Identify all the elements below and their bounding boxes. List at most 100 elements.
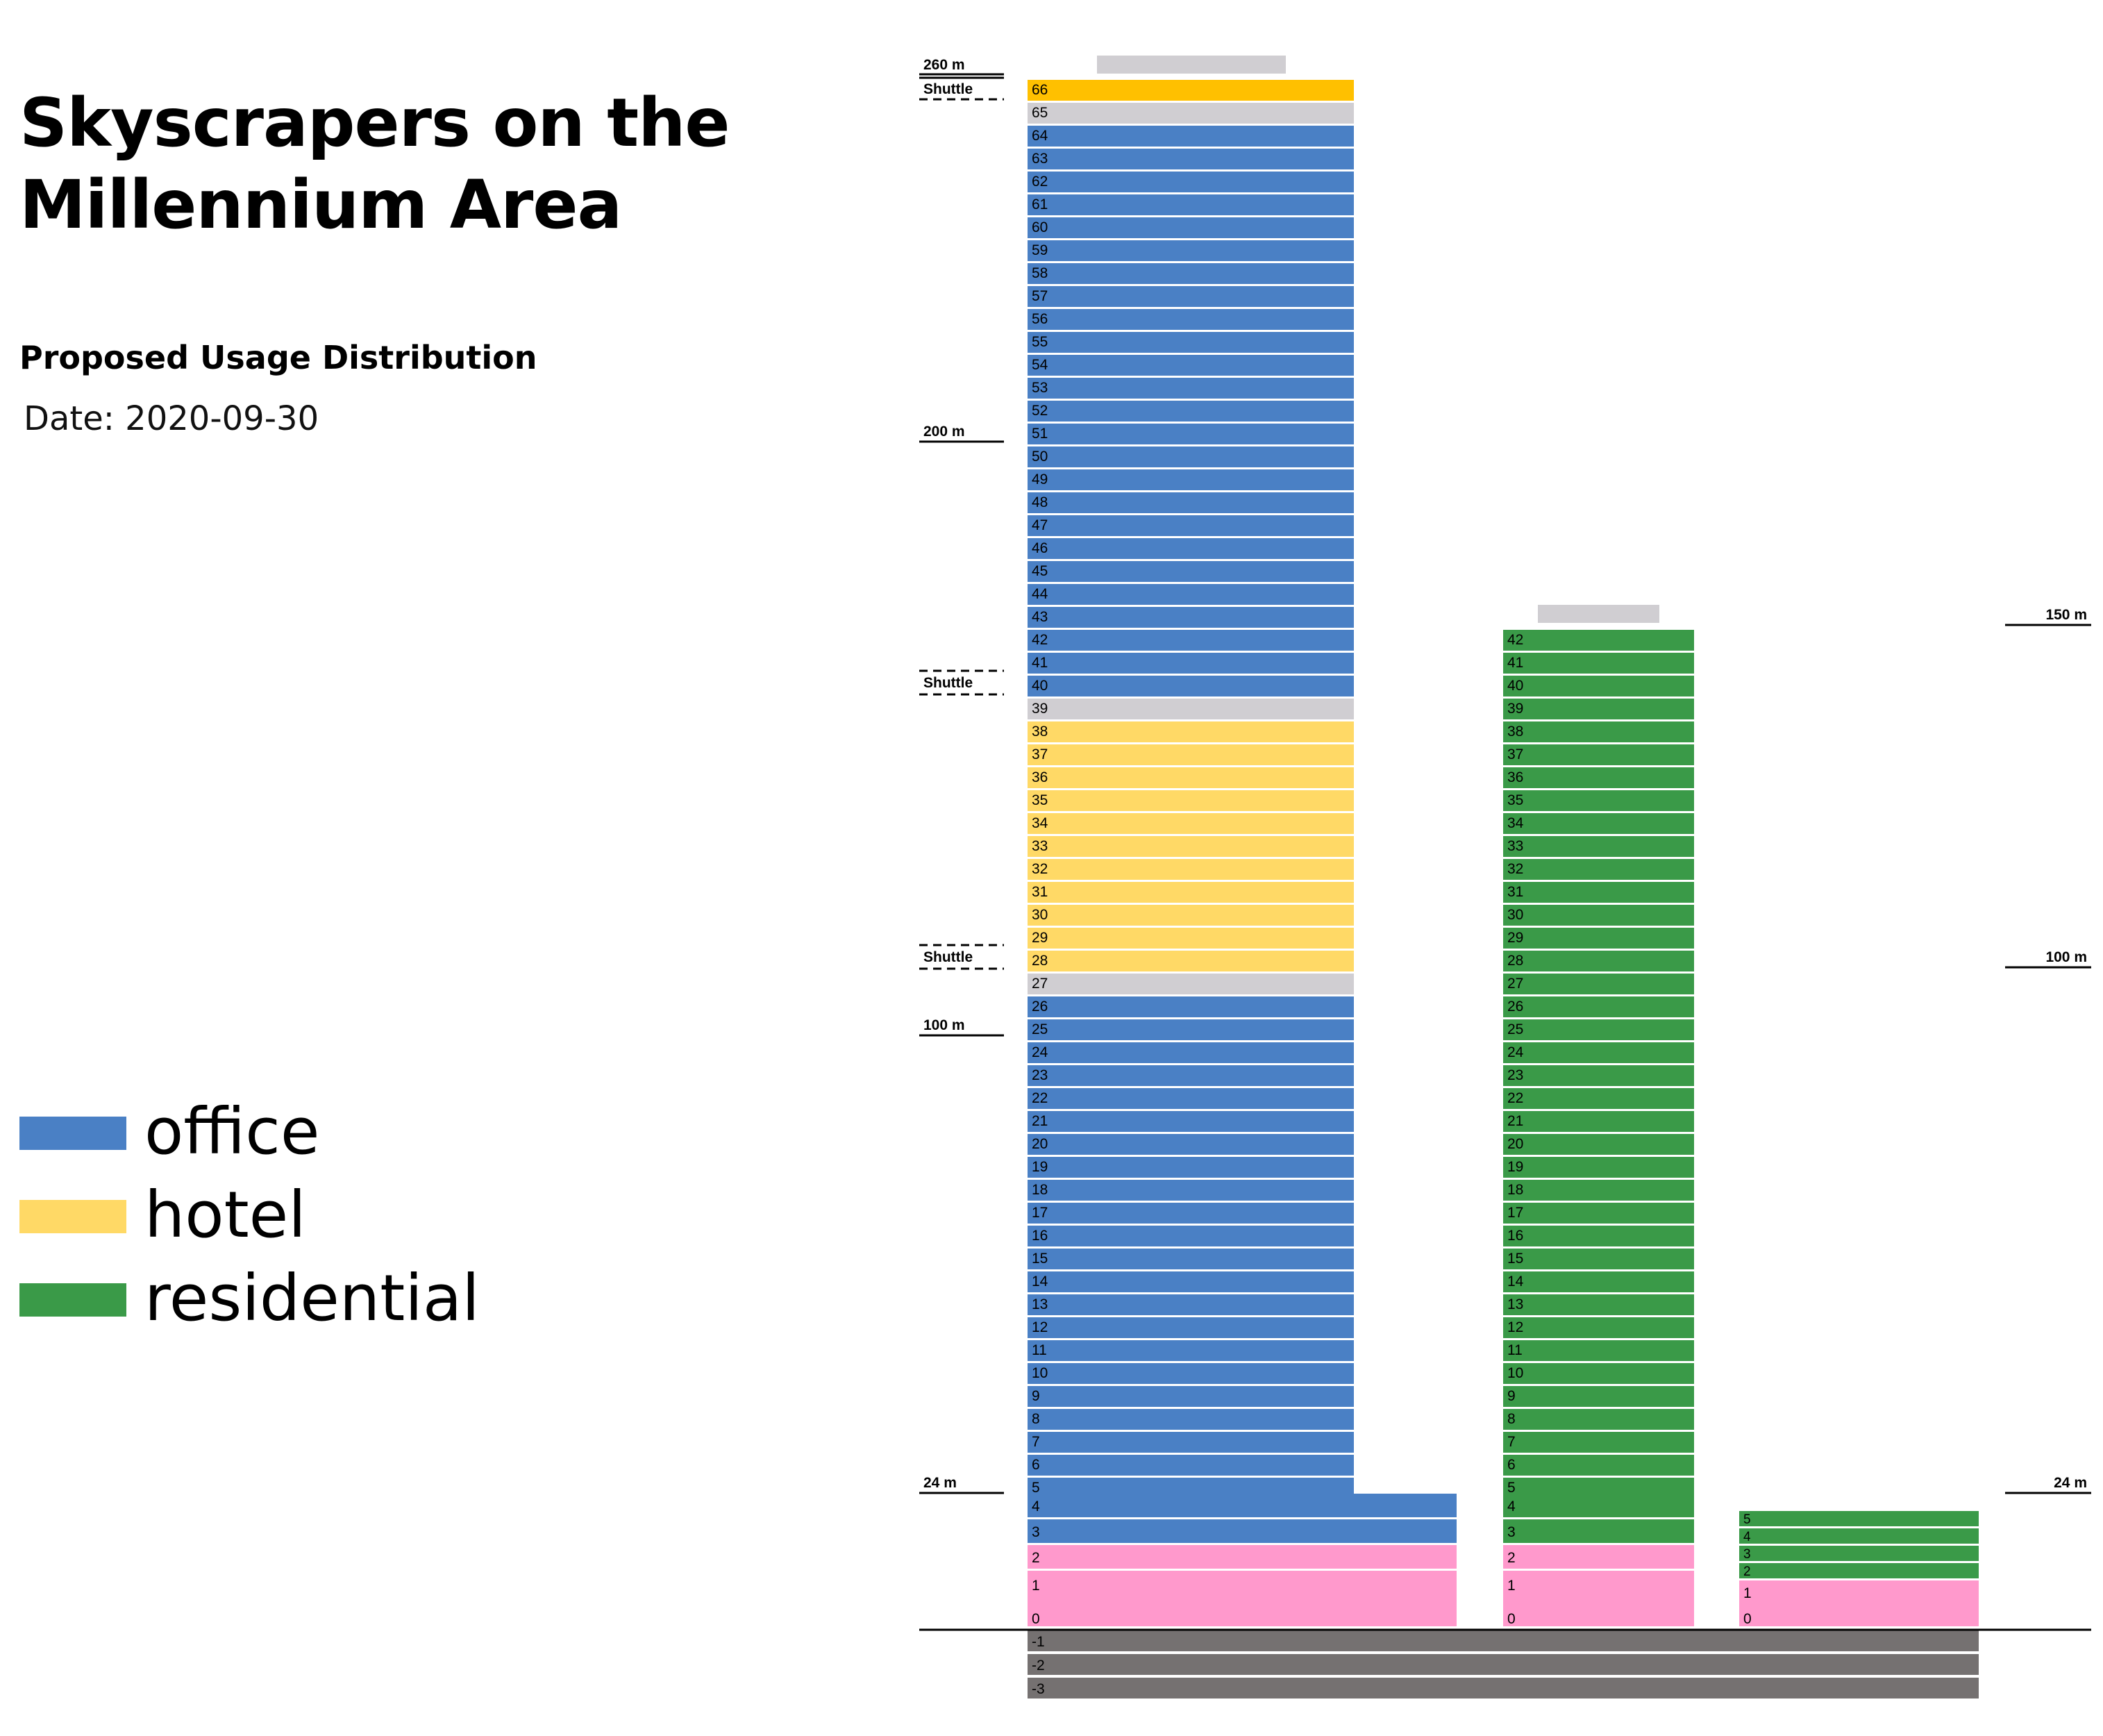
floor-label-t1-2: 2: [1032, 1550, 1040, 1566]
floor-label-t1-19: 19: [1032, 1159, 1048, 1175]
floor-label-t2-0: 0: [1507, 1611, 1516, 1627]
floor-label-t2-22: 22: [1507, 1090, 1523, 1106]
floor-label-t1-26: 26: [1032, 999, 1048, 1015]
floor-t2-38: [1503, 721, 1694, 742]
floor-label-t1-54: 54: [1032, 357, 1048, 373]
floor-t3-4: [1739, 1528, 1979, 1544]
floor-t1-20: [1028, 1134, 1354, 1155]
floor-label-t2-12: 12: [1507, 1319, 1523, 1335]
floor-t2-40: [1503, 676, 1694, 696]
floor-t1-49: [1028, 469, 1354, 490]
floor-label-t1-1: 1: [1032, 1578, 1040, 1594]
floor-label-t1-25: 25: [1032, 1021, 1048, 1037]
floor-label-t1-49: 49: [1032, 471, 1048, 487]
floor-label-t1-41: 41: [1032, 655, 1048, 671]
floor-label-t1-7: 7: [1032, 1434, 1040, 1450]
floor-label-t2-19: 19: [1507, 1159, 1523, 1175]
floor-label-t2-7: 7: [1507, 1434, 1516, 1450]
basement-floor--3: [1028, 1678, 1979, 1699]
floor-label-t1-14: 14: [1032, 1274, 1048, 1290]
floor-t3-5: [1739, 1511, 1979, 1526]
floor-label-t1-45: 45: [1032, 563, 1048, 579]
floor-label-t2-30: 30: [1507, 907, 1523, 923]
floor-label-t1-9: 9: [1032, 1388, 1040, 1404]
height-marker-right-1-label: 150 m: [2045, 607, 2087, 623]
floor-t1-12: [1028, 1317, 1354, 1338]
floor-label-t2-2: 2: [1507, 1550, 1516, 1566]
floor-t1-66: [1028, 80, 1354, 101]
floor-label-t3-4: 4: [1743, 1530, 1751, 1544]
legend-swatch-residential: [19, 1283, 126, 1317]
floor-t2-17: [1503, 1203, 1694, 1224]
floor-label-t2-33: 33: [1507, 838, 1523, 854]
floor-label-t2-41: 41: [1507, 655, 1523, 671]
floor-label-t2-17: 17: [1507, 1205, 1523, 1221]
floor-t1-19: [1028, 1157, 1354, 1178]
floor-label-t1-62: 62: [1032, 174, 1048, 190]
floor-t1-54: [1028, 355, 1354, 376]
floor-t1-3: [1028, 1519, 1457, 1543]
legend-label-residential: residential: [144, 1261, 480, 1335]
floor-label-t2-27: 27: [1507, 976, 1523, 992]
floor-t2-19: [1503, 1157, 1694, 1178]
floor-label-t1-35: 35: [1032, 792, 1048, 808]
roof-structure-t2: [1538, 605, 1659, 623]
floor-t2-1: [1503, 1571, 1694, 1626]
floor-label-t1-11: 11: [1032, 1342, 1047, 1358]
floor-label-t1-51: 51: [1032, 426, 1048, 442]
floor-label-t1-23: 23: [1032, 1067, 1048, 1083]
floor-t1-14: [1028, 1271, 1354, 1292]
floor-label-t1-65: 65: [1032, 105, 1048, 121]
floor-t2-21: [1503, 1111, 1694, 1132]
floor-label-t2-5: 5: [1507, 1480, 1516, 1496]
floor-t1-52: [1028, 401, 1354, 422]
floor-t1-25: [1028, 1019, 1354, 1040]
floor-t2-30: [1503, 905, 1694, 926]
floor-label-t1-48: 48: [1032, 494, 1048, 510]
floor-t1-35: [1028, 790, 1354, 811]
floor-t2-11: [1503, 1340, 1694, 1361]
floor-label-t1-4: 4: [1032, 1499, 1040, 1514]
floor-label-t2-36: 36: [1507, 769, 1523, 785]
floor-t2-16: [1503, 1226, 1694, 1246]
floor-t1-8: [1028, 1409, 1354, 1430]
floor-label-t2-24: 24: [1507, 1044, 1524, 1060]
floor-label-t1-39: 39: [1032, 701, 1048, 717]
floor-label-t2-23: 23: [1507, 1067, 1523, 1083]
floor-label-t2-37: 37: [1507, 746, 1523, 762]
floor-label-t1-29: 29: [1032, 930, 1048, 946]
floor-t1-1: [1028, 1571, 1457, 1626]
floor-label-t1-53: 53: [1032, 380, 1048, 396]
floor-label-t1-46: 46: [1032, 540, 1048, 556]
floor-t2-32: [1503, 859, 1694, 880]
floor-label-t1-31: 31: [1032, 884, 1048, 900]
height-marker-left-1-label: 260 m: [923, 57, 965, 73]
floor-label-t1-20: 20: [1032, 1136, 1048, 1152]
floor-label-t1-10: 10: [1032, 1365, 1048, 1381]
floor-t1-34: [1028, 813, 1354, 834]
height-marker-left-7-label: 24 m: [923, 1475, 957, 1491]
floor-label-t2-13: 13: [1507, 1296, 1523, 1312]
floor-label-t3-1: 1: [1743, 1585, 1752, 1601]
floor-t1-26: [1028, 996, 1354, 1017]
floor-t1-31: [1028, 882, 1354, 903]
floor-label-t1-56: 56: [1032, 311, 1048, 327]
floor-t1-58: [1028, 263, 1354, 284]
floor-label-t1-34: 34: [1032, 815, 1048, 831]
floor-label-t2-28: 28: [1507, 953, 1523, 969]
floor-t1-65: [1028, 103, 1354, 124]
floor-label-t2-42: 42: [1507, 632, 1523, 648]
floor-t2-6: [1503, 1455, 1694, 1476]
floor-t2-10: [1503, 1363, 1694, 1384]
floor-label-t1-13: 13: [1032, 1296, 1048, 1312]
floor-t1-39: [1028, 699, 1354, 719]
floor-t1-51: [1028, 424, 1354, 444]
floor-label-t1-0: 0: [1032, 1611, 1040, 1627]
floor-t1-40: [1028, 676, 1354, 696]
floor-t1-57: [1028, 286, 1354, 307]
floor-label-t2-10: 10: [1507, 1365, 1523, 1381]
floor-t2-37: [1503, 744, 1694, 765]
page-title: Skyscrapers on the Millennium Area: [19, 82, 730, 246]
floor-t1-15: [1028, 1249, 1354, 1269]
floor-t3-1: [1739, 1580, 1979, 1626]
